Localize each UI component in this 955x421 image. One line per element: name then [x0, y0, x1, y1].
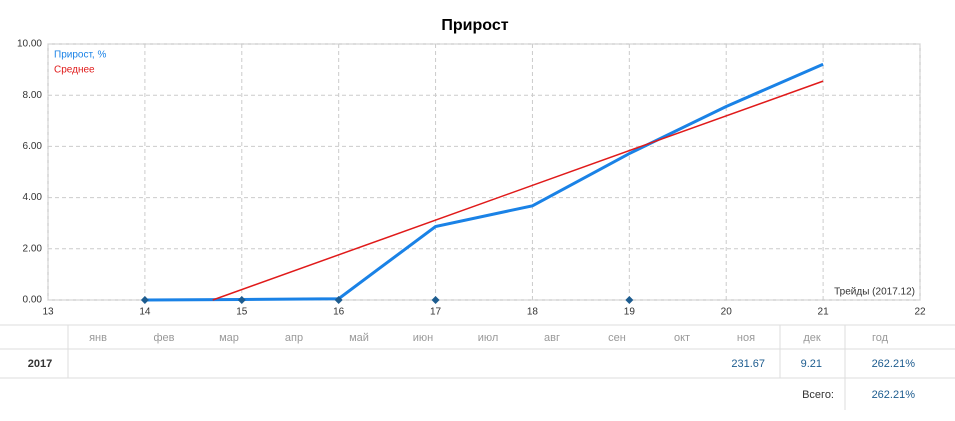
- column-header: апр: [285, 332, 303, 344]
- y-tick-label: 8.00: [23, 90, 43, 101]
- x-tick-label: 13: [42, 307, 54, 318]
- x-tick-label: 22: [914, 307, 926, 318]
- trade-marker: [431, 296, 440, 304]
- column-header: окт: [674, 332, 690, 344]
- x-tick-label: 20: [721, 307, 733, 318]
- column-header: год: [872, 332, 889, 344]
- y-tick-label: 10.00: [17, 39, 42, 50]
- table-cell: 231.67: [731, 358, 765, 370]
- column-header: авг: [544, 332, 560, 344]
- trade-marker: [625, 296, 634, 304]
- column-header: июл: [478, 332, 499, 344]
- column-header: дек: [803, 332, 821, 344]
- y-tick-label: 6.00: [23, 141, 43, 152]
- x-tick-label: 21: [818, 307, 830, 318]
- x-tick-label: 19: [624, 307, 636, 318]
- legend-entry: Прирост, %: [54, 50, 106, 61]
- table-cell: 9.21: [801, 358, 822, 370]
- legend-entry: Среднее: [54, 65, 95, 76]
- plot-frame: [47, 43, 921, 301]
- x-tick-label: 16: [333, 307, 345, 318]
- trade-marker: [237, 296, 246, 304]
- chart-title: Прирост: [441, 17, 508, 34]
- x-tick-label: 14: [139, 307, 151, 318]
- annotation: Трейды (2017.12): [834, 287, 915, 298]
- column-header: мар: [219, 332, 239, 344]
- total-label: Всего:: [802, 389, 834, 401]
- y-tick-label: 2.00: [23, 243, 43, 254]
- x-tick-label: 15: [236, 307, 248, 318]
- x-tick-label: 17: [430, 307, 442, 318]
- trade-marker: [334, 296, 343, 304]
- row-year: 2017: [28, 358, 52, 370]
- trade-marker: [140, 296, 149, 304]
- column-header: сен: [608, 332, 626, 344]
- series-line: [144, 62, 824, 302]
- series-line: [212, 80, 824, 301]
- total-value: 262.21%: [872, 389, 916, 401]
- table-cell: 262.21%: [872, 358, 916, 370]
- column-header: май: [349, 332, 369, 344]
- y-tick-label: 0.00: [23, 295, 43, 306]
- column-header: ноя: [737, 332, 755, 344]
- column-header: янв: [89, 332, 107, 344]
- x-tick-label: 18: [527, 307, 539, 318]
- column-header: фев: [153, 332, 174, 344]
- y-tick-label: 4.00: [23, 192, 43, 203]
- column-header: июн: [413, 332, 433, 344]
